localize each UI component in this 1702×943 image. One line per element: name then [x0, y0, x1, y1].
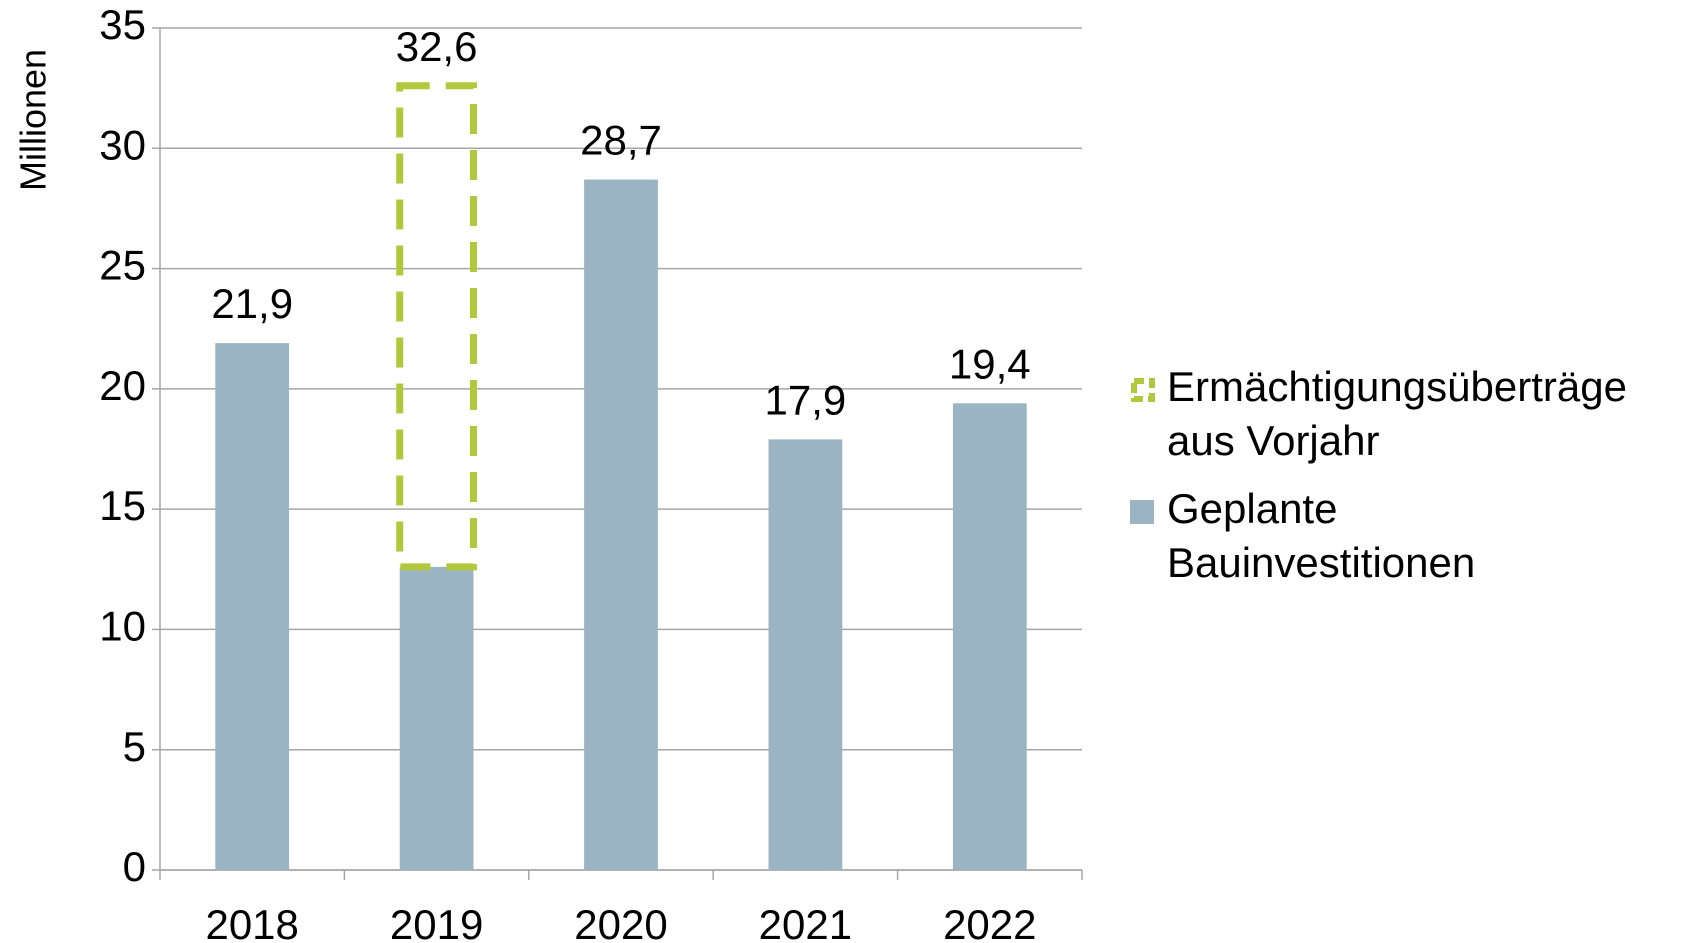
y-tick-label: 0 — [123, 843, 146, 890]
y-tick-label: 20 — [99, 362, 146, 409]
legend-line: Bauinvestitionen — [1167, 539, 1475, 586]
legend-swatch — [1130, 500, 1154, 524]
data-label: 21,9 — [211, 280, 293, 327]
bar-segment — [952, 403, 1027, 870]
legend-line: aus Vorjahr — [1167, 417, 1379, 464]
x-tick-label: 2018 — [205, 901, 298, 943]
legend-line: Ermächtigungsüberträge — [1167, 363, 1627, 410]
x-tick-label: 2022 — [943, 901, 1036, 943]
bar-segment — [584, 179, 658, 870]
legend-label: Geplante Bauinvestitionen — [1167, 485, 1475, 586]
data-label: 19,4 — [949, 340, 1031, 387]
data-label: 17,9 — [765, 376, 847, 423]
x-tick-label: 2020 — [574, 901, 667, 943]
legend-line: Geplante — [1167, 485, 1337, 532]
y-tick-label: 35 — [99, 1, 146, 48]
data-label: 32,6 — [396, 23, 478, 70]
legend-label: Ermächtigungsüberträge aus Vorjahr — [1167, 363, 1627, 464]
bar-segment — [399, 566, 474, 870]
bar-segment — [396, 82, 477, 571]
bar-segment — [768, 439, 843, 870]
y-tick-label: 5 — [123, 723, 146, 770]
y-tick-label: 25 — [99, 242, 146, 289]
y-tick-label: 30 — [99, 121, 146, 168]
y-tick-label: 10 — [99, 603, 146, 650]
legend-swatch — [1131, 378, 1155, 402]
bar-segment — [215, 343, 290, 870]
y-axis-label: Millionen — [13, 49, 54, 191]
data-label: 28,7 — [580, 117, 662, 164]
x-tick-label: 2019 — [390, 901, 483, 943]
y-tick-label: 15 — [99, 482, 146, 529]
x-tick-label: 2021 — [759, 901, 852, 943]
